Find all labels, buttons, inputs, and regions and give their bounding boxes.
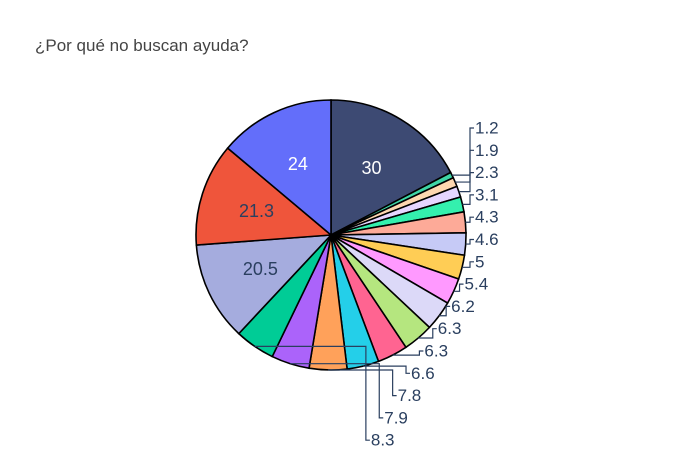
pie-slice-0 — [330, 99, 452, 237]
slice-label-1: 1.2 — [475, 119, 499, 138]
pie-slice-16 — [195, 234, 333, 335]
slice-label-4: 3.1 — [475, 185, 499, 204]
slice-label-15: 8.3 — [371, 431, 395, 450]
pie-slice-18 — [226, 99, 332, 237]
slice-label-16: 20.5 — [243, 259, 278, 279]
slice-label-14: 7.9 — [384, 408, 408, 427]
slice-label-2: 1.9 — [475, 141, 499, 160]
leader-line-4 — [462, 194, 474, 205]
slice-label-11: 6.3 — [424, 342, 448, 361]
slice-label-0: 30 — [362, 158, 382, 178]
slice-label-8: 5.4 — [465, 275, 489, 294]
slice-label-7: 5 — [475, 252, 484, 271]
slice-label-17: 21.3 — [239, 201, 274, 221]
leader-line-11 — [392, 350, 424, 356]
leader-line-10 — [418, 328, 437, 339]
pie-slice-17 — [195, 146, 334, 246]
slice-label-6: 4.6 — [475, 230, 499, 249]
leader-line-14 — [290, 363, 384, 419]
leader-line-2 — [455, 149, 474, 183]
slice-label-3: 2.3 — [475, 163, 499, 182]
leader-line-3 — [458, 172, 474, 193]
slice-label-18: 24 — [288, 154, 308, 174]
slice-label-12: 6.6 — [411, 364, 435, 383]
leader-line-9 — [439, 305, 451, 317]
leader-line-13 — [328, 369, 397, 397]
leader-line-6 — [465, 238, 474, 245]
leader-line-7 — [462, 261, 474, 268]
chart-title: ¿Por qué no buscan ayuda? — [35, 36, 249, 55]
slice-label-10: 6.3 — [438, 319, 462, 338]
slice-label-9: 6.2 — [451, 297, 475, 316]
leader-line-12 — [363, 365, 411, 374]
slice-label-5: 4.3 — [475, 208, 499, 227]
leader-line-15 — [254, 345, 370, 441]
leader-line-1 — [452, 127, 474, 176]
leader-line-8 — [453, 283, 464, 292]
leader-line-5 — [465, 216, 474, 223]
slice-label-13: 7.8 — [398, 386, 422, 405]
